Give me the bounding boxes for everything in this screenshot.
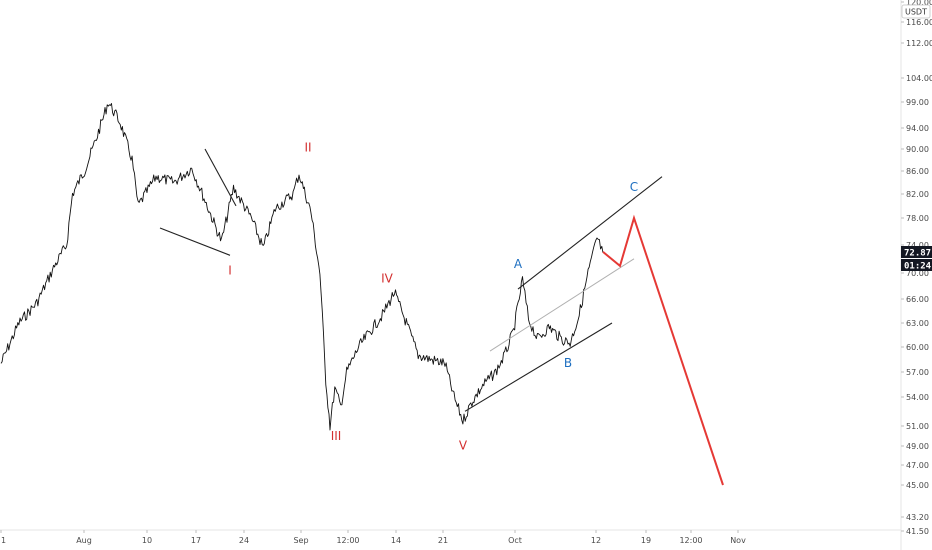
trendline-channel-lower[interactable] [464, 322, 613, 412]
x-tick-label: 1 [1, 536, 6, 545]
x-tick-label: 21 [438, 536, 448, 545]
y-tick-label: 47.00 [906, 461, 929, 470]
countdown-badge [901, 259, 932, 271]
y-tick-label: 104.00 [906, 74, 932, 83]
wave-label: III [331, 429, 342, 443]
y-tick-label: 112.00 [906, 39, 932, 48]
trendlines [159, 148, 663, 412]
projection-line[interactable] [602, 214, 724, 486]
x-tick-label: 12 [591, 536, 601, 545]
y-axis[interactable]: 41.50 43.20 45.00 47.00 49.00 51.00 54.00 57.00… [900, 0, 932, 550]
y-tick-label: 99.00 [906, 98, 929, 107]
unit-label: USDT [905, 8, 927, 17]
y-tick-label: 57.00 [906, 368, 929, 377]
x-tick-label: Oct [508, 536, 522, 545]
last-price-value: 72.87 [904, 249, 931, 259]
y-tick-label: 86.00 [906, 167, 929, 176]
wave-label: B [564, 356, 572, 370]
y-tick-label: 66.00 [906, 295, 929, 304]
y-tick-label: 49.00 [906, 442, 929, 451]
y-tick-label: 90.00 [906, 145, 929, 154]
trendline-wedge-upper[interactable] [204, 148, 237, 207]
y-tick-label: 78.00 [906, 214, 929, 223]
x-axis[interactable]: 1 Aug 10 17 24 Sep 12:00 14 21 Oct 12 19 12:00 Nov [0, 529, 901, 545]
y-tick-label: 120.00 [906, 0, 932, 7]
x-tick-label: 10 [142, 536, 152, 545]
y-tick-label: 82.00 [906, 190, 929, 199]
wave-label: IV [381, 272, 394, 286]
price-line [0, 103, 604, 431]
wave-label: I [228, 263, 232, 277]
trendline-channel-upper[interactable] [517, 176, 663, 290]
price-badges: 72.87 01:24 [901, 246, 932, 272]
x-tick-label: 24 [239, 536, 249, 545]
projection-path [602, 214, 724, 486]
wave-label: A [514, 257, 523, 271]
y-tick-label: 54.00 [906, 393, 929, 402]
last-price-badge [901, 246, 932, 258]
trendline-channel-mid[interactable] [489, 258, 635, 352]
wave-label: C [630, 180, 638, 194]
y-tick-label: 70.00 [906, 269, 929, 278]
y-tick-labels: 41.50 43.20 45.00 47.00 49.00 51.00 54.00 57.00… [901, 0, 932, 536]
y-tick-label: 63.00 [906, 319, 929, 328]
x-tick-label: Aug [76, 536, 92, 545]
x-tick-label: Nov [730, 536, 746, 545]
x-tick-label: 19 [641, 536, 651, 545]
wave-label: II [304, 141, 311, 155]
y-tick-label: 116.00 [906, 18, 932, 27]
y-tick-label: 45.00 [906, 481, 929, 490]
y-tick-label: 74.00 [906, 241, 929, 250]
x-tick-label: Sep [293, 536, 308, 545]
y-tick-label: 60.00 [906, 343, 929, 352]
x-tick-label: 17 [191, 536, 201, 545]
x-tick-labels: 1 Aug 10 17 24 Sep 12:00 14 21 Oct 12 19 12:00 Nov [0, 530, 746, 545]
x-tick-label: 12:00 [336, 536, 359, 545]
unit-box: USDT [901, 4, 931, 19]
price-series [0, 103, 604, 431]
x-tick-label: 14 [391, 536, 401, 545]
countdown-value: 01:24 [904, 262, 932, 272]
wave-label: V [459, 439, 468, 453]
y-tick-label: 43.20 [906, 513, 929, 522]
y-tick-label: 94.00 [906, 124, 929, 133]
y-tick-label: 51.00 [906, 422, 929, 431]
y-tick-label: 41.50 [906, 527, 929, 536]
x-tick-label: 12:00 [679, 536, 702, 545]
trendline-wedge-lower[interactable] [159, 227, 231, 256]
